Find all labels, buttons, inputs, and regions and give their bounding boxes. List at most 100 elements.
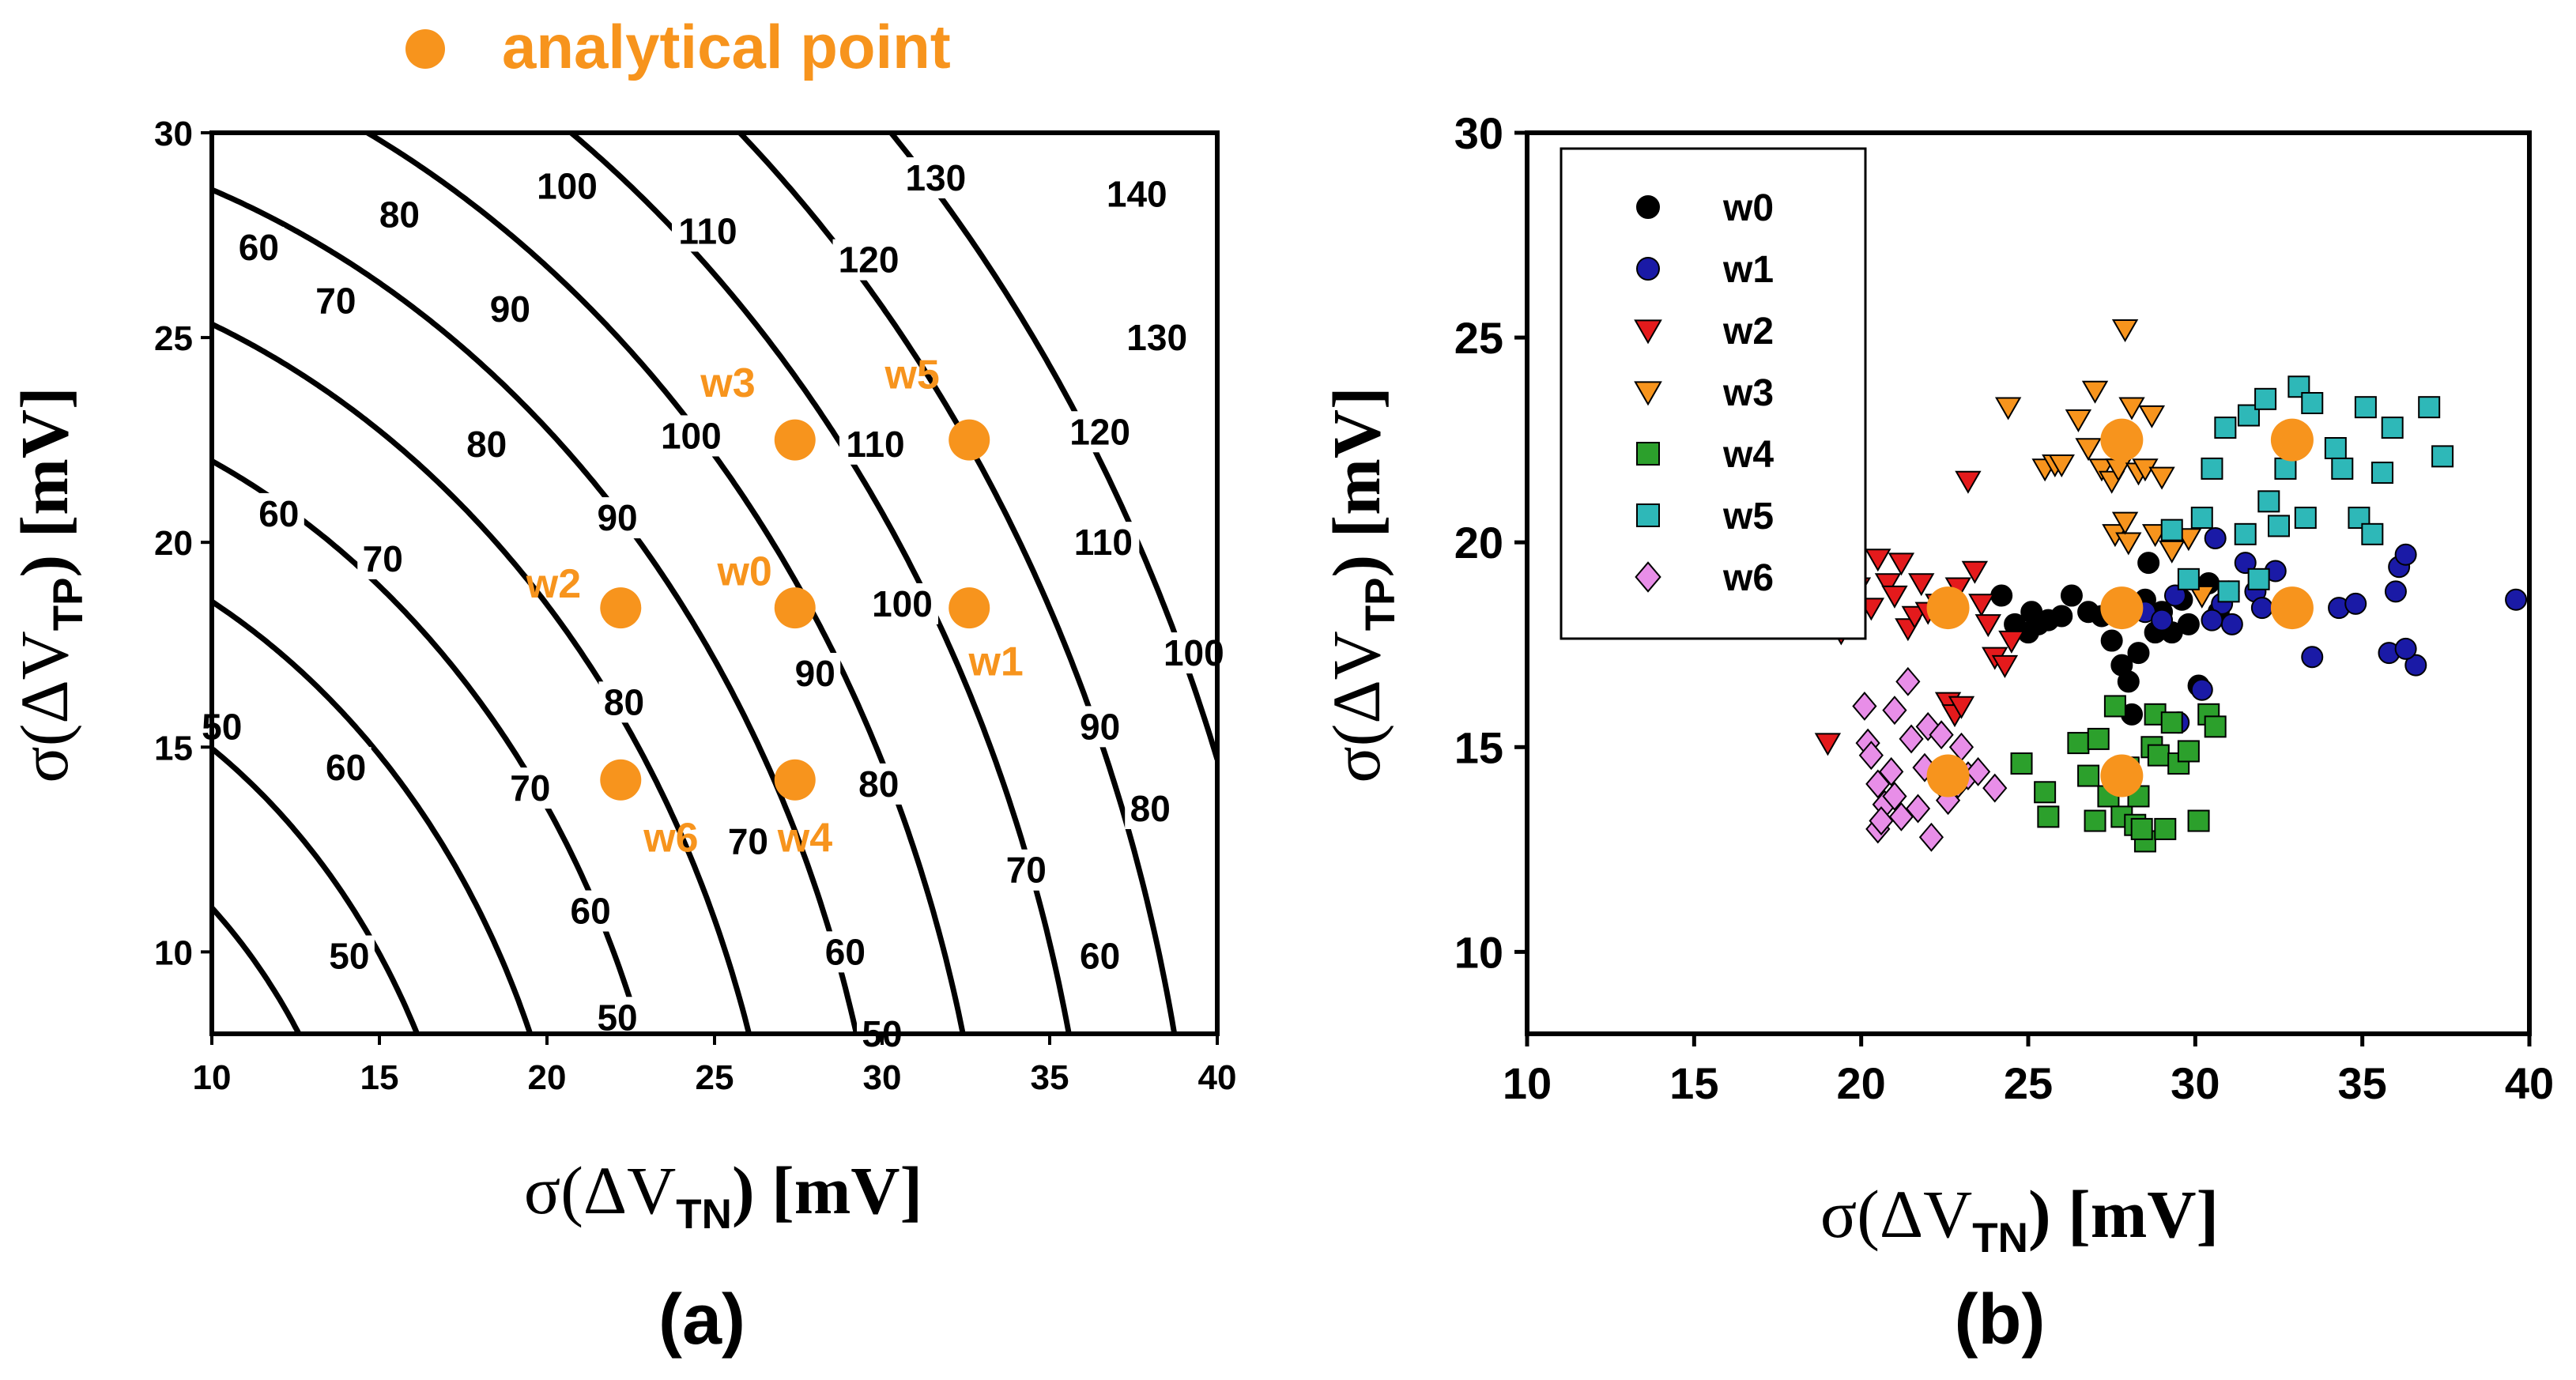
- data-point-w2: [1991, 654, 2019, 678]
- data-point-w6: [1882, 782, 1907, 811]
- x-tick-label: 30: [863, 1058, 902, 1097]
- data-point-w4: [2187, 809, 2210, 832]
- analytical-point-w4: [774, 759, 816, 801]
- contour-label-bg: [592, 497, 643, 539]
- data-point-w6: [1882, 696, 1907, 726]
- top-legend: analytical point: [405, 12, 951, 81]
- data-point-w0: [2177, 613, 2200, 635]
- contour-label: 70: [510, 767, 550, 809]
- contour-label-bg: [565, 890, 617, 932]
- data-point-w2: [1901, 605, 1928, 629]
- data-point-w1: [2301, 646, 2324, 669]
- contour-label: 100: [661, 415, 722, 456]
- data-point-w4: [2103, 695, 2126, 718]
- analytical-point-w0: [2100, 586, 2144, 630]
- data-point-w4: [2154, 817, 2177, 840]
- x-tick-label: 10: [1503, 1058, 1552, 1108]
- legend-marker-w0: [1636, 195, 1660, 219]
- contour-label-bg: [820, 931, 871, 973]
- data-point-w4: [2067, 732, 2090, 755]
- chart-a-y-title: σ(ΔVTP) [mV]: [6, 386, 92, 782]
- contour-label: 120: [839, 239, 900, 281]
- contour-label-bg: [461, 423, 512, 465]
- contour-label-bg: [1074, 706, 1126, 748]
- contour-label: 80: [379, 194, 420, 236]
- contour-label: 90: [1080, 706, 1120, 747]
- y-tick-label: 30: [1454, 108, 1503, 158]
- contour-line-50: [212, 906, 303, 1034]
- contour-label: 80: [1130, 788, 1171, 829]
- analytical-label-w0: w0: [716, 549, 771, 594]
- x-tick-label: 40: [2505, 1058, 2554, 1108]
- data-point-w5: [2257, 490, 2280, 513]
- data-point-w1: [2394, 637, 2417, 660]
- contour-line-130: [736, 133, 1178, 1034]
- legend-label-w4: w4: [1722, 434, 1774, 476]
- data-point-w3: [2115, 532, 2142, 556]
- contour-label: 120: [1069, 411, 1130, 452]
- contour-label-bg: [1121, 317, 1194, 359]
- data-point-w3: [2111, 511, 2139, 535]
- legend-box: [1560, 147, 1867, 640]
- legend-marker-w2: [1634, 319, 1662, 345]
- legend-marker-w4: [1636, 442, 1660, 466]
- y-tick-label: 30: [154, 115, 193, 153]
- analytical-point-w2: [600, 587, 642, 629]
- contour-label-bg: [900, 157, 972, 198]
- analytical-label-w6: w6: [643, 815, 698, 861]
- contour-label: 130: [905, 157, 966, 198]
- data-point-w6: [1899, 724, 1924, 754]
- chart-b-scatter: w0 w1 w2 w3 w4 w5 w6 10 15 20 25 30 35 40 10 15 20 25 30 σ(…: [1318, 108, 2554, 1359]
- contour-label-bg: [310, 280, 361, 322]
- y-tick-label: 20: [154, 524, 193, 563]
- analytical-label-w2: w2: [526, 561, 581, 607]
- data-point-w2: [1888, 552, 1915, 576]
- contour-label: 70: [363, 538, 403, 579]
- chart-a-caption: (a): [658, 1280, 745, 1359]
- data-point-w5: [2324, 437, 2347, 459]
- data-point-w1: [2201, 609, 2223, 632]
- top-legend-label: analytical point: [502, 12, 951, 81]
- contour-label-bg: [233, 227, 285, 269]
- contour-label: 80: [858, 764, 899, 805]
- data-point-w1: [2505, 588, 2528, 611]
- data-point-w5: [2418, 396, 2441, 419]
- data-point-w3: [2148, 466, 2175, 490]
- x-tick-label: 15: [360, 1058, 399, 1097]
- contour-label: 70: [1006, 850, 1047, 891]
- analytical-point-w4: [2100, 754, 2144, 797]
- data-point-w4: [2204, 715, 2227, 738]
- legend-marker-w6: [1635, 561, 1661, 593]
- contour-label-bg: [598, 681, 650, 723]
- data-point-w3: [2048, 454, 2075, 478]
- data-point-w1: [2384, 580, 2407, 603]
- data-point-w6: [1858, 741, 1884, 771]
- data-point-w6: [1869, 806, 1894, 835]
- data-point-w4: [2037, 805, 2060, 828]
- contour-label-bg: [832, 239, 905, 281]
- x-tick-label: 15: [1669, 1058, 1718, 1108]
- data-point-w1: [2250, 597, 2273, 620]
- data-point-w6: [1852, 692, 1877, 721]
- data-point-w4: [2160, 711, 2183, 734]
- data-point-w4: [2084, 809, 2106, 832]
- data-point-w3: [2189, 585, 2216, 609]
- x-tick-label: 35: [1031, 1058, 1069, 1097]
- data-point-w2: [1955, 470, 1982, 494]
- contour-label-bg: [790, 653, 841, 694]
- contour-label-bg: [1125, 788, 1176, 829]
- contour-label-bg: [374, 194, 425, 236]
- contour-label: 50: [597, 997, 637, 1038]
- data-point-w5: [2354, 396, 2377, 419]
- contour-label-bg: [672, 210, 745, 252]
- data-point-w0: [2020, 601, 2043, 624]
- y-tick-label: 10: [1454, 927, 1503, 977]
- data-point-w0: [2117, 670, 2140, 693]
- data-point-w6: [1865, 769, 1891, 799]
- contour-label: 60: [258, 493, 299, 534]
- x-tick-label: 40: [1198, 1058, 1237, 1097]
- contour-label: 90: [597, 497, 637, 538]
- contour-label: 110: [846, 424, 904, 465]
